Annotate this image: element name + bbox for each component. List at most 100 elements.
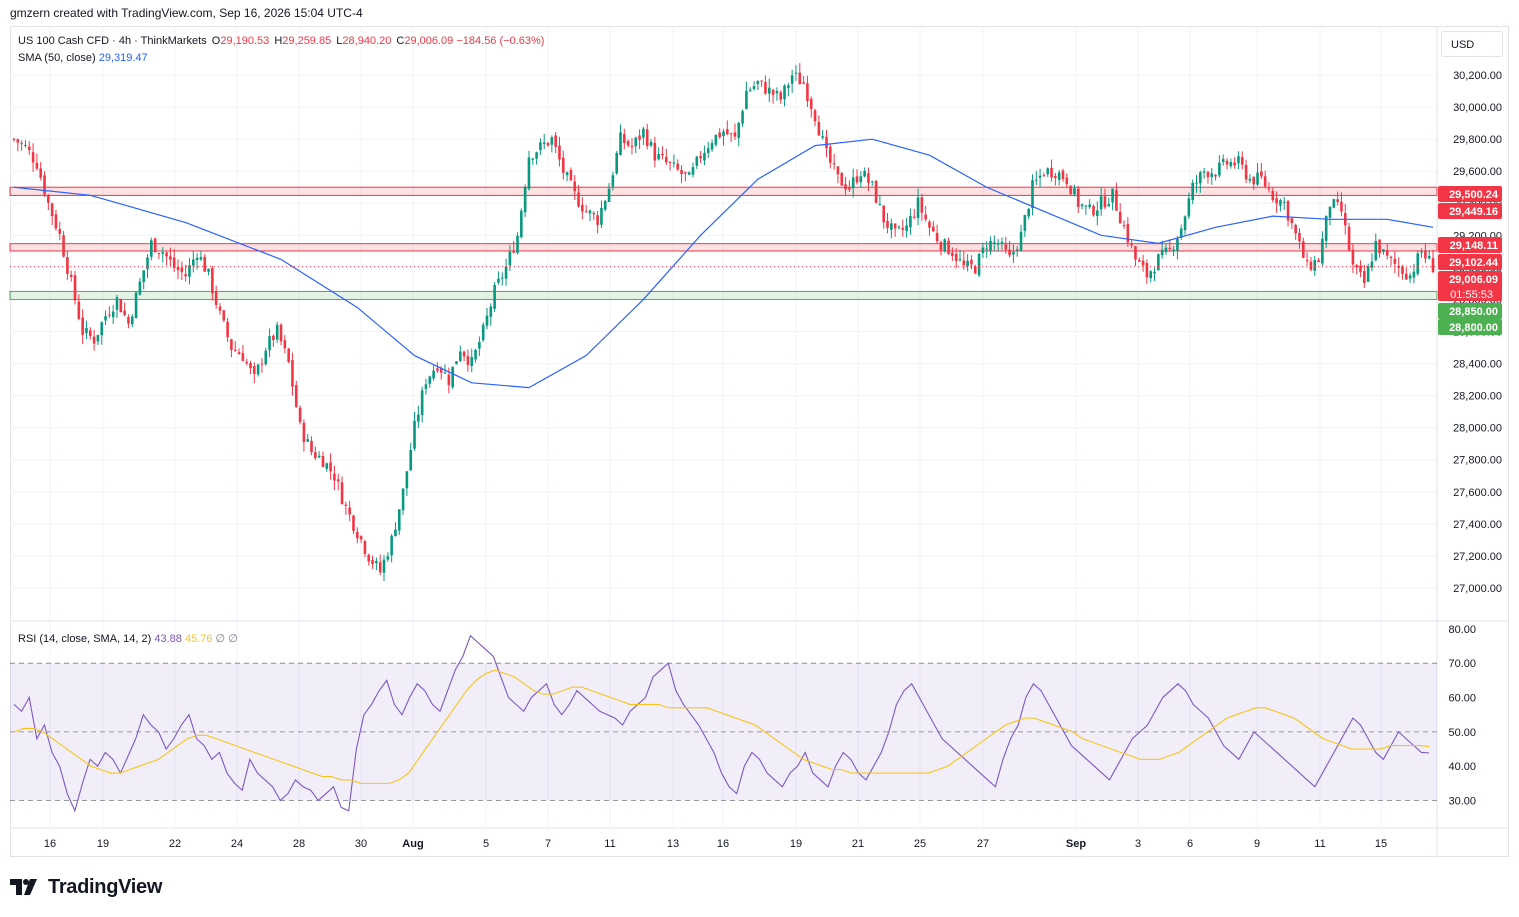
candle-body	[550, 137, 554, 145]
candle-body	[1401, 266, 1404, 274]
candle-body	[371, 559, 374, 564]
x-tick-label: 22	[169, 838, 181, 850]
candle-body	[1153, 271, 1156, 274]
candle-body	[729, 133, 733, 135]
candle-body	[680, 169, 683, 175]
candle-body	[1416, 253, 1420, 274]
candle-body	[462, 351, 466, 357]
candle-body	[794, 72, 798, 74]
candle-body	[1363, 270, 1366, 283]
candle-body	[1340, 201, 1343, 212]
candle-body	[1015, 249, 1019, 251]
candle-body	[687, 172, 691, 175]
candle-body	[340, 482, 344, 505]
candle-body	[1240, 157, 1244, 165]
y-tick-label: 29,600.00	[1453, 166, 1502, 178]
candles	[12, 63, 1435, 582]
candle-body	[81, 317, 84, 335]
candle-body	[703, 153, 706, 161]
candle-body	[1355, 264, 1359, 268]
candle-body	[104, 316, 107, 321]
candle-body	[817, 122, 821, 136]
candle-body	[62, 235, 65, 257]
candle-body	[813, 110, 817, 122]
candle-body	[569, 170, 573, 181]
candle-body	[1057, 172, 1061, 180]
candle-body	[424, 384, 428, 389]
candle-body	[1160, 249, 1164, 256]
candle-body	[626, 141, 630, 146]
candle-body	[516, 235, 519, 253]
candle-body	[138, 281, 142, 295]
candle-body	[825, 136, 828, 149]
candle-body	[375, 560, 378, 564]
candle-body	[150, 240, 153, 257]
candle-body	[943, 239, 947, 252]
candle-body	[558, 145, 561, 160]
sma-legend: SMA (50, close) 29,319.47	[18, 52, 148, 64]
candle-body	[638, 135, 641, 140]
currency-button[interactable]: USD	[1441, 31, 1503, 57]
chart-frame	[10, 26, 1509, 857]
candle-body	[348, 507, 351, 515]
candle-body	[508, 251, 512, 266]
candle-body	[745, 90, 748, 110]
candle-body	[829, 146, 832, 163]
candle-body	[848, 187, 851, 190]
candle-body	[325, 463, 329, 469]
candle-body	[1374, 241, 1378, 261]
candle-body	[474, 349, 477, 360]
rsi-ma-line	[13, 669, 1430, 784]
candle-body	[188, 265, 191, 277]
candle-body	[218, 306, 222, 311]
rsi-legend: RSI (14, close, SMA, 14, 2) 43.88 45.76 …	[18, 632, 238, 645]
sma-label[interactable]: SMA (50, close)	[18, 52, 96, 64]
candle-body	[542, 142, 546, 144]
candle-body	[668, 162, 672, 164]
candle-body	[1237, 156, 1240, 164]
rsi-label[interactable]: RSI (14, close, SMA, 14, 2)	[18, 633, 152, 645]
y-tick-label: 28,400.00	[1453, 359, 1502, 371]
candle-body	[699, 156, 702, 159]
candle-body	[1412, 271, 1416, 278]
candle-body	[989, 240, 992, 252]
candle-body	[1256, 172, 1259, 185]
candle-body	[1183, 216, 1187, 231]
symbol-name[interactable]: US 100 Cash CFD · 4h · ThinkMarkets	[18, 35, 207, 47]
candle-body	[1313, 260, 1317, 271]
candle-body	[237, 352, 241, 355]
candle-body	[561, 157, 565, 173]
candle-body	[897, 226, 901, 228]
candle-body	[912, 216, 916, 218]
y-tick-label: 27,800.00	[1453, 455, 1502, 467]
candle-body	[596, 215, 599, 225]
candle-body	[39, 168, 43, 178]
candle-body	[1012, 252, 1015, 255]
close-value: 29,006.09	[404, 35, 454, 47]
candle-body	[611, 175, 615, 187]
candle-body	[390, 535, 393, 556]
countdown-label: 01:55:53	[1450, 289, 1493, 301]
candle-body	[775, 91, 779, 94]
candle-body	[191, 259, 195, 266]
candle-body	[420, 390, 424, 415]
candle-body	[12, 138, 16, 140]
x-tick-label: 30	[355, 838, 367, 850]
candle-body	[1321, 238, 1324, 264]
candle-body	[832, 163, 836, 165]
candle-body	[382, 559, 386, 573]
candle-body	[1065, 177, 1069, 185]
candle-body	[363, 541, 367, 554]
candle-body	[413, 420, 416, 449]
candle-body	[993, 242, 996, 244]
sma-line	[13, 138, 1434, 389]
candle-body	[752, 86, 756, 89]
candle-body	[439, 368, 443, 373]
candle-body	[565, 172, 569, 176]
candle-body	[230, 339, 233, 350]
candle-body	[397, 509, 401, 531]
candle-body	[432, 370, 435, 379]
candle-body	[1164, 247, 1168, 253]
candle-body	[1038, 175, 1042, 178]
